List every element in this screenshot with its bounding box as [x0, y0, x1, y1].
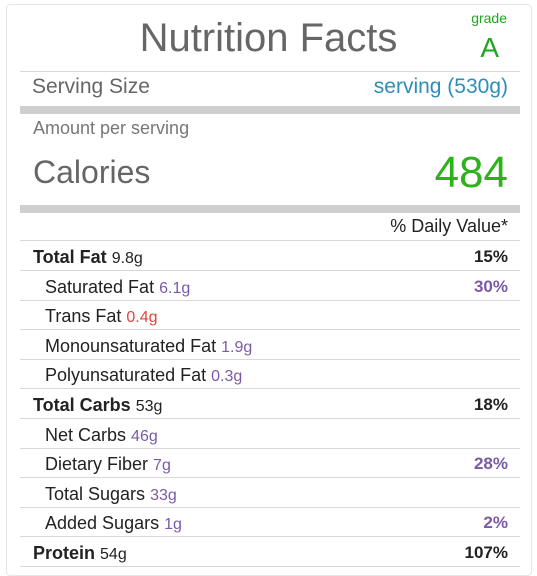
row-divider — [20, 270, 520, 271]
nutrient-daily-value: 15% — [473, 247, 508, 266]
serving-size-value: serving (530g) — [373, 75, 508, 98]
nutrient-row: Total Sugars 33g — [20, 478, 520, 508]
nutrient-amount: 46g — [131, 427, 158, 445]
nutrient-row: Net Carbs 46g — [20, 419, 520, 449]
nutrient-amount: 33g — [150, 486, 177, 504]
nutrient-name: Net Carbs 46g — [45, 425, 158, 446]
grade-label: grade — [471, 10, 507, 26]
row-divider — [20, 536, 520, 538]
page-title: Nutrition Facts — [139, 16, 398, 60]
nutrient-name: Saturated Fat 6.1g — [45, 277, 190, 298]
amount-per-serving-label: Amount per serving — [33, 118, 190, 138]
nutrient-amount: 1.9g — [221, 338, 253, 356]
thick-divider — [20, 106, 520, 114]
nutrient-amount: 54g — [100, 546, 127, 563]
row-divider — [20, 388, 520, 390]
nutrient-name: Polyunsaturated Fat 0.3g — [45, 365, 242, 386]
nutrient-name: Dietary Fiber 7g — [45, 454, 171, 475]
nutrient-row: Polyunsaturated Fat 0.3g — [20, 359, 520, 390]
nutrient-daily-value: 18% — [473, 395, 508, 414]
nutrient-amount: 6.1g — [159, 279, 191, 297]
divider — [20, 240, 520, 241]
calories-label: Calories — [33, 154, 151, 190]
nutrient-amount: 7g — [153, 457, 171, 475]
nutrient-row: Added Sugars 1g 2% — [20, 507, 520, 538]
nutrient-amount: 9.8g — [111, 250, 143, 267]
row-divider — [20, 418, 520, 419]
nutrient-label: Added Sugars — [45, 513, 160, 534]
nutrient-name: Total Fat 9.8g — [33, 247, 143, 268]
nutrient-name: Monounsaturated Fat 1.9g — [45, 336, 252, 357]
nutrient-label: Polyunsaturated Fat — [45, 365, 207, 386]
nutrient-row: Total Fat 9.8g 15% — [20, 241, 520, 271]
nutrient-name: Added Sugars 1g — [45, 513, 182, 534]
row-divider — [20, 566, 520, 567]
row-divider — [20, 506, 520, 508]
nutrient-label: Dietary Fiber — [45, 454, 149, 475]
nutrient-row: Monounsaturated Fat 1.9g — [20, 330, 520, 360]
nutrient-row: Protein 54g 107% — [20, 537, 520, 567]
nutrient-daily-value: 30% — [473, 276, 508, 296]
thick-divider — [20, 205, 520, 213]
nutrient-amount: 0.3g — [211, 368, 243, 386]
nutrient-label: Protein — [33, 543, 96, 563]
nutrient-amount: 1g — [164, 516, 182, 534]
row-divider — [20, 477, 520, 479]
nutrient-amount: 53g — [135, 398, 163, 415]
nutrient-label: Net Carbs — [45, 424, 127, 445]
nutrient-name: Trans Fat 0.4g — [45, 306, 158, 327]
nutrition-panel — [6, 4, 532, 576]
nutrient-daily-value: 28% — [473, 454, 508, 474]
nutrient-label: Saturated Fat — [45, 276, 155, 297]
nutrient-row: Dietary Fiber 7g 28% — [20, 448, 520, 479]
nutrient-amount: 0.4g — [126, 309, 158, 327]
serving-size-label: Serving Size — [32, 75, 150, 98]
nutrient-label: Total Sugars — [45, 483, 146, 504]
nutrient-name: Total Carbs 53g — [33, 395, 162, 416]
row-divider — [20, 447, 520, 449]
row-divider — [20, 299, 520, 301]
nutrient-label: Total Fat — [33, 247, 107, 267]
grade-value: A — [480, 32, 499, 63]
divider — [20, 71, 520, 72]
calories-value: 484 — [434, 148, 508, 197]
nutrient-daily-value: 2% — [483, 513, 508, 533]
row-divider — [20, 358, 520, 360]
daily-value-header: % Daily Value* — [390, 216, 508, 236]
nutrient-label: Trans Fat — [45, 306, 122, 327]
nutrient-row: Trans Fat 0.4g — [20, 300, 520, 331]
nutrient-name: Protein 54g — [33, 543, 127, 564]
row-divider — [20, 329, 520, 331]
nutrient-row: Saturated Fat 6.1g 30% — [20, 271, 520, 301]
nutrient-name: Total Sugars 33g — [45, 484, 177, 505]
nutrient-label: Total Carbs — [33, 395, 131, 415]
nutrient-daily-value: 107% — [464, 543, 508, 562]
nutrient-label: Monounsaturated Fat — [45, 335, 217, 356]
nutrient-row: Total Carbs 53g 18% — [20, 389, 520, 419]
serving-size-row: Serving Size serving (530g) — [20, 72, 520, 106]
